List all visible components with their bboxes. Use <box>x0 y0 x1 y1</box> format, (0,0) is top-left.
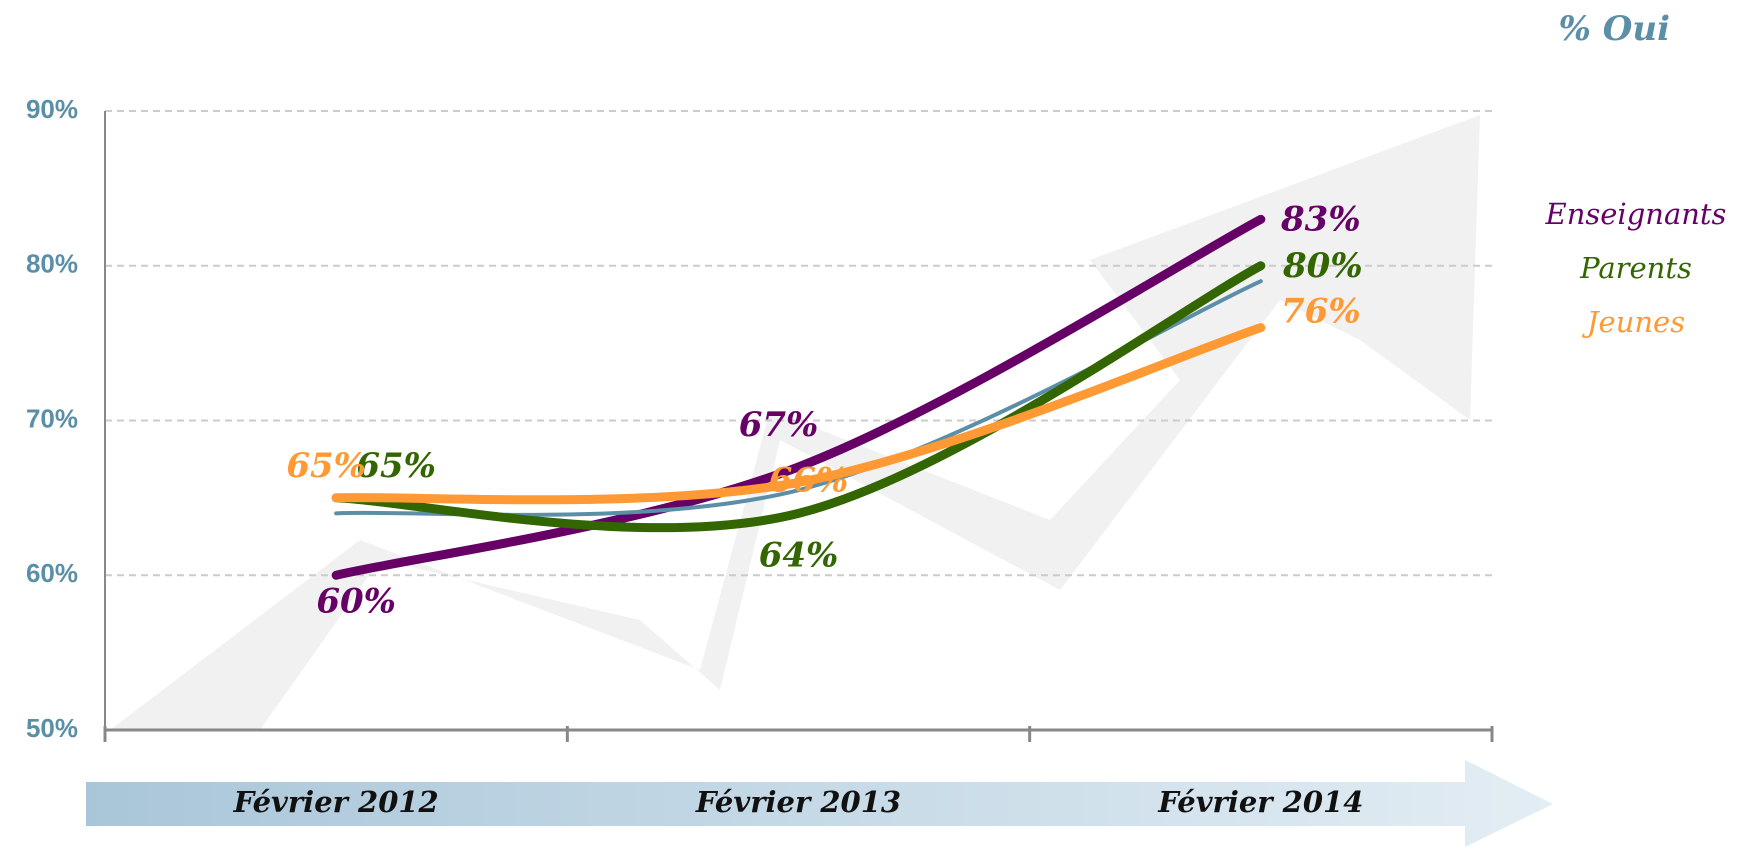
data-label: 76% <box>1281 292 1361 332</box>
y-tick-label: 80% <box>26 249 78 279</box>
data-label: 65% <box>356 446 436 486</box>
legend-entry: Parents <box>1579 251 1692 285</box>
series-line <box>331 261 1266 533</box>
y-tick-label: 50% <box>26 713 78 743</box>
data-label: 60% <box>316 581 396 621</box>
y-tick-label: 90% <box>26 94 78 124</box>
background-arrow <box>110 115 1480 730</box>
chart-title: % Oui <box>1559 9 1670 49</box>
x-tick-label: Février 2012 <box>233 785 439 819</box>
axis-arrow-band <box>86 760 1553 847</box>
y-tick-label: 60% <box>26 558 78 588</box>
data-label: 67% <box>739 405 819 445</box>
x-tick-label: Février 2013 <box>695 785 901 819</box>
series-line <box>331 323 1266 505</box>
data-label: 66% <box>769 460 849 500</box>
x-tick-label: Février 2014 <box>1157 785 1363 819</box>
legend-entry: Enseignants <box>1545 197 1727 231</box>
legend-entry: Jeunes <box>1582 305 1685 339</box>
series-line <box>331 214 1266 580</box>
data-label: 80% <box>1282 246 1363 286</box>
data-label: 65% <box>286 446 366 486</box>
data-label: 83% <box>1280 199 1361 239</box>
y-tick-label: 70% <box>26 403 78 433</box>
data-label: 64% <box>759 535 839 575</box>
